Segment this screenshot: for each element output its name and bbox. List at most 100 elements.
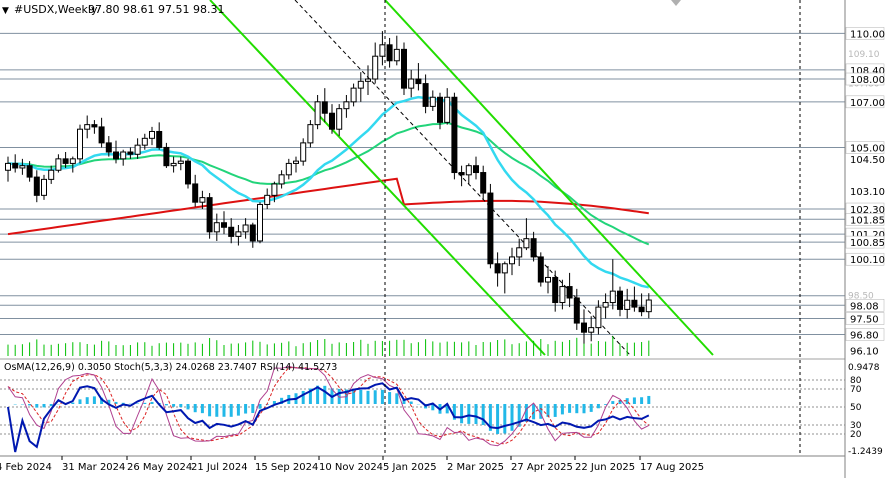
candle-body [141,137,148,146]
price-tick-label: 108.00 [850,75,885,86]
candle-body [552,276,559,304]
price-tick: 100.10 [845,252,885,266]
candle [609,259,616,310]
candle [552,270,559,312]
candle-body [98,126,105,144]
volume-bar [489,342,491,356]
candle [509,247,515,276]
candle [617,286,623,317]
candle [69,156,76,173]
volume-bar [252,340,254,356]
candle [26,161,33,182]
osma-bar [35,404,39,408]
osma-bar [92,396,96,404]
osma-bar [200,404,204,414]
osma-bar [143,402,147,404]
candle [573,288,580,330]
volume-bar [533,340,535,356]
candle [379,31,386,66]
candle [523,218,530,251]
volume-bar [29,342,31,356]
osma-bar [539,404,543,419]
volume-bar [273,343,275,356]
volume-bar [173,343,175,356]
candle-body [264,194,271,205]
candle-body [516,247,523,258]
price-tick: 104.50 [850,155,885,166]
candle [559,279,566,310]
osma-bar [611,401,615,404]
candle [645,293,652,319]
price-tick-label: 98.50 [848,292,874,302]
time-tick-label: 5 Jan 2025 [383,462,437,473]
time-tick: 31 Mar 2024 [61,456,125,473]
price-tick-label: 108.40 [850,66,885,77]
candle [221,211,227,235]
osma-bar [388,392,392,404]
volume-bar [525,341,527,356]
osma-bar [618,399,622,404]
candle [41,174,47,200]
candle-body [177,160,184,164]
candle [408,69,415,98]
osma-bar [496,404,500,434]
osma-bar [308,388,312,404]
osma-bar [244,404,248,414]
candle-body [55,158,62,171]
candle [156,122,163,150]
price-tick: 110.00 [845,27,885,40]
candle-body [213,222,220,233]
osma-bar [575,404,579,414]
time-tick: 22 Jun 2025 [574,456,635,473]
volume-bar [324,339,326,356]
osma-bar [395,393,399,404]
candle-body [242,224,249,233]
candle [77,124,83,164]
candle [300,138,307,166]
candle-body [19,165,26,169]
chart-menu-icon[interactable]: ▼ [2,6,9,16]
price-tick: 97.50 [845,312,885,326]
candle [638,293,645,317]
candle-body [473,165,479,174]
chart-shift-icon[interactable] [671,0,681,6]
candle-body [588,327,595,333]
candle [595,300,602,335]
volume-bar [475,345,477,356]
volume-bar [302,343,304,356]
candle [530,231,537,262]
osma-bar [474,404,478,424]
osma-bar [280,397,284,404]
volume-bar [101,340,103,356]
candle [422,74,429,114]
time-tick-label: 2 Mar 2025 [447,462,504,473]
candle-body [401,48,407,89]
candle [444,88,451,125]
osma-bar [517,404,521,427]
osma-bar [373,390,377,404]
volume-bar [295,346,297,356]
candle [120,149,127,166]
candle [285,158,292,180]
volume-bar [626,342,628,356]
candle [113,140,119,164]
volume-bar [194,342,196,356]
candle-body [458,172,465,176]
candle [314,94,321,130]
candle-body [393,48,400,62]
candle-body [480,172,487,194]
osma-bar [28,404,32,406]
price-tick: 103.10 [850,187,885,198]
candle-body [33,176,40,196]
osma-bar [164,404,168,406]
time-tick-label: 4 Feb 2024 [0,462,52,473]
volume-bar [209,338,211,356]
candle-body [271,183,278,196]
candle [329,104,335,134]
candle-body [62,158,69,164]
price-tick: 105.00 [845,141,885,154]
osma-bar [121,402,125,404]
osma-bar [647,395,651,404]
